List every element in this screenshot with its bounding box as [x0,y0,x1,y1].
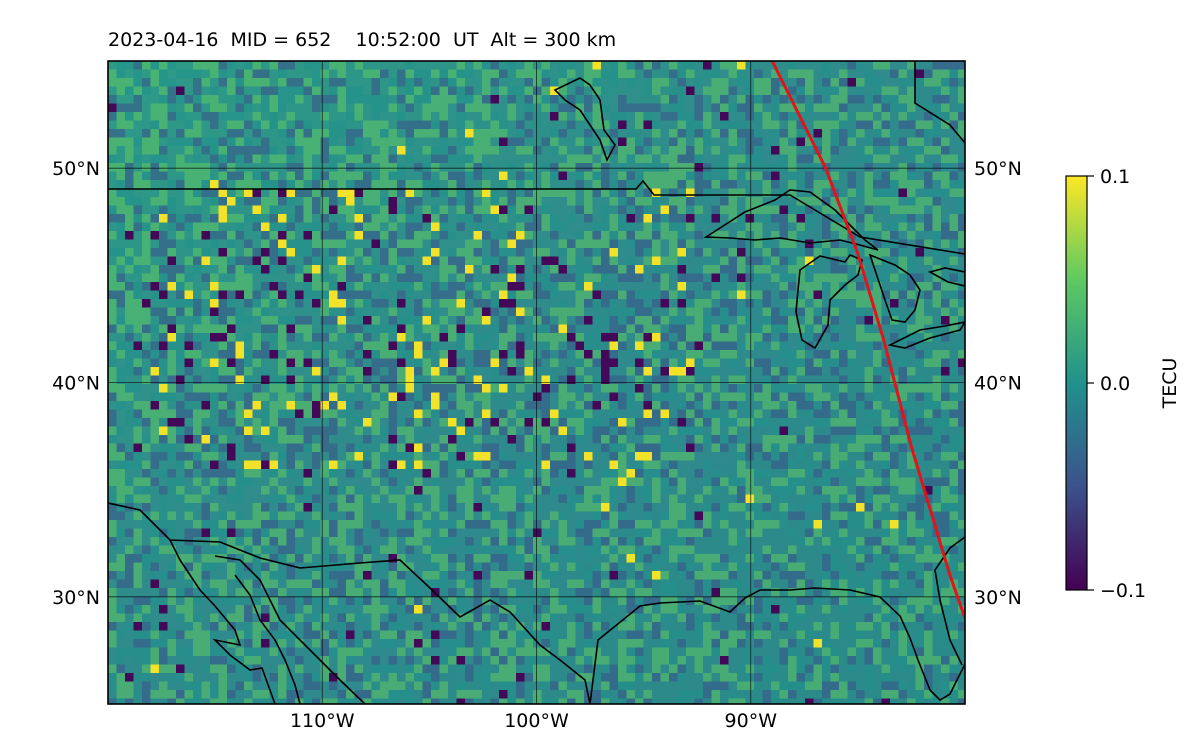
colorbar-ticks: 0.1 0.0 −0.1 [1087,166,1146,602]
coastlines [108,61,965,704]
florida-east-coast [934,536,965,666]
lat-tick-label-left: 30°N [52,587,100,609]
colorbar-tick-label: 0.1 [1100,166,1130,188]
lon-tick-label: 110°W [290,710,355,732]
lat-tick-label-left: 50°N [52,158,100,180]
latitude-tick-labels: 50°N 50°N 40°N 40°N 30°N 30°N [52,158,1022,609]
colorbar: 0.1 0.0 −0.1 TECU [1065,166,1181,602]
lake-erie-ontario [887,267,965,349]
map-frame [107,60,966,705]
labrador-coast [914,61,965,144]
lake-michigan [795,254,863,350]
colorbar-tick-label: −0.1 [1100,580,1146,602]
map-panel [107,60,966,705]
lat-tick-label-right: 40°N [974,373,1022,395]
colorbar-label: TECU [1159,358,1181,410]
lat-tick-label-right: 50°N [974,158,1022,180]
map-title: 2023-04-16 MID = 652 10:52:00 UT Alt = 3… [108,29,617,51]
lon-tick-label: 90°W [725,710,778,732]
longitude-tick-labels: 110°W 100°W 90°W [290,710,777,732]
lat-tick-label-left: 40°N [52,373,100,395]
lake-superior [703,189,879,251]
satellite-track [770,61,965,619]
graticule [108,61,965,704]
gulf-coast [108,502,965,704]
baja-california [169,539,366,704]
lake-huron [868,253,921,323]
hudson-bay-coast [553,77,616,162]
us-canada-border [108,179,965,255]
colorbar-tick-label: 0.0 [1100,373,1130,395]
colorbar-gradient [1065,175,1088,591]
lat-tick-label-right: 30°N [974,587,1022,609]
lon-tick-label: 100°W [504,710,569,732]
